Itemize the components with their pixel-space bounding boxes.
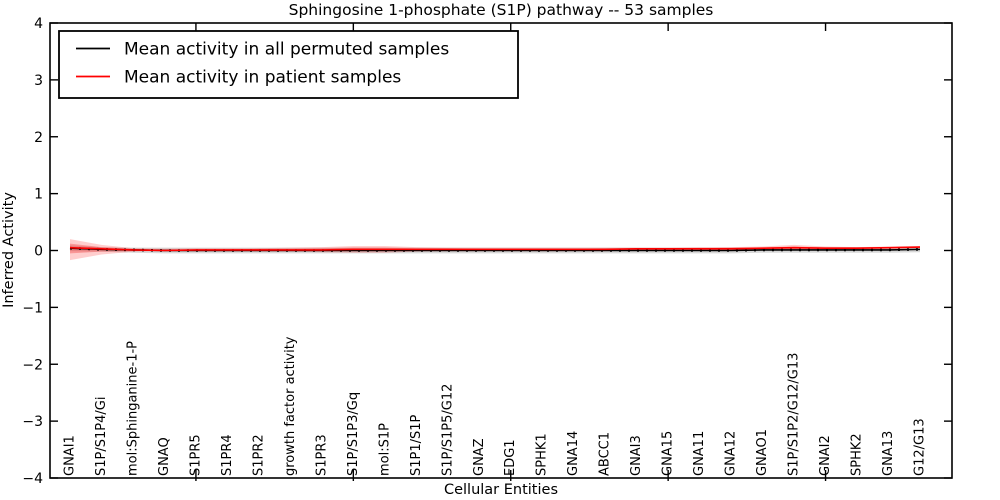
x-category-label: GNAI3 bbox=[629, 435, 644, 476]
x-category-label: EDG1 bbox=[503, 439, 518, 476]
x-category-label: SPHK2 bbox=[850, 433, 865, 476]
x-category-label: S1PR4 bbox=[220, 434, 235, 476]
x-category-label: ABCC1 bbox=[598, 432, 613, 476]
legend: Mean activity in all permuted samples Me… bbox=[58, 30, 519, 99]
x-category-label: growth factor activity bbox=[283, 336, 298, 476]
x-category-label: mol:S1P bbox=[377, 423, 392, 476]
x-category-label: mol:Sphinganine-1-P bbox=[125, 341, 140, 476]
y-tick-label: 2 bbox=[34, 130, 43, 146]
x-category-label: S1P1/S1P bbox=[409, 414, 424, 476]
y-tick-label: −2 bbox=[22, 357, 43, 373]
y-tick-label: −3 bbox=[22, 414, 43, 430]
x-category-label: GNA12 bbox=[724, 431, 739, 476]
x-category-label: S1P/S1P2/G12/G13 bbox=[787, 353, 802, 476]
x-category-label: GNAO1 bbox=[755, 429, 770, 476]
x-category-label: GNAQ bbox=[157, 437, 172, 476]
chart-title: Sphingosine 1-phosphate (S1P) pathway --… bbox=[289, 1, 714, 19]
y-tick-label: −4 bbox=[22, 471, 43, 487]
legend-label-patient-samples: Mean activity in patient samples bbox=[124, 68, 401, 88]
x-axis-label: Cellular Entities bbox=[444, 482, 558, 498]
x-category-label: S1PR3 bbox=[314, 434, 329, 476]
series-line-mean-activity-in-patient-samples bbox=[69, 246, 921, 252]
x-category-label: G12/G13 bbox=[913, 418, 928, 476]
x-category-label: S1PR2 bbox=[251, 434, 266, 476]
x-category-label: GNA14 bbox=[566, 431, 581, 476]
x-category-label: GNAZ bbox=[472, 438, 487, 476]
x-category-label: SPHK1 bbox=[535, 433, 550, 476]
chart-layers: 4 3 2 1 0 −1 −2 −3 −4 GNAI1 S1P/S1P4/Gi mol:Sphinga… bbox=[22, 16, 952, 487]
y-tick-label: 1 bbox=[34, 187, 43, 203]
x-category-label: GNAI2 bbox=[818, 435, 833, 476]
y-tick-label: 4 bbox=[34, 16, 43, 32]
y-tick-label: 0 bbox=[34, 244, 43, 260]
y-axis-label: Inferred Activity bbox=[1, 192, 17, 308]
x-category-label: GNA13 bbox=[881, 431, 896, 476]
x-category-label: GNA15 bbox=[661, 431, 676, 476]
axes-frame bbox=[49, 22, 953, 479]
y-tick-label: 3 bbox=[34, 73, 43, 89]
x-category-label: S1P/S1P4/Gi bbox=[94, 397, 109, 476]
x-category-label: S1PR5 bbox=[188, 434, 203, 476]
x-category-label: S1P/S1P3/Gq bbox=[346, 392, 361, 476]
legend-frame bbox=[58, 30, 519, 99]
y-tick-label: −1 bbox=[22, 300, 43, 316]
x-category-label: GNAI1 bbox=[63, 435, 78, 476]
x-category-label: GNA11 bbox=[692, 431, 707, 476]
legend-label-permuted-samples: Mean activity in all permuted samples bbox=[124, 40, 449, 60]
x-category-label: S1P/S1P5/G12 bbox=[440, 384, 455, 476]
